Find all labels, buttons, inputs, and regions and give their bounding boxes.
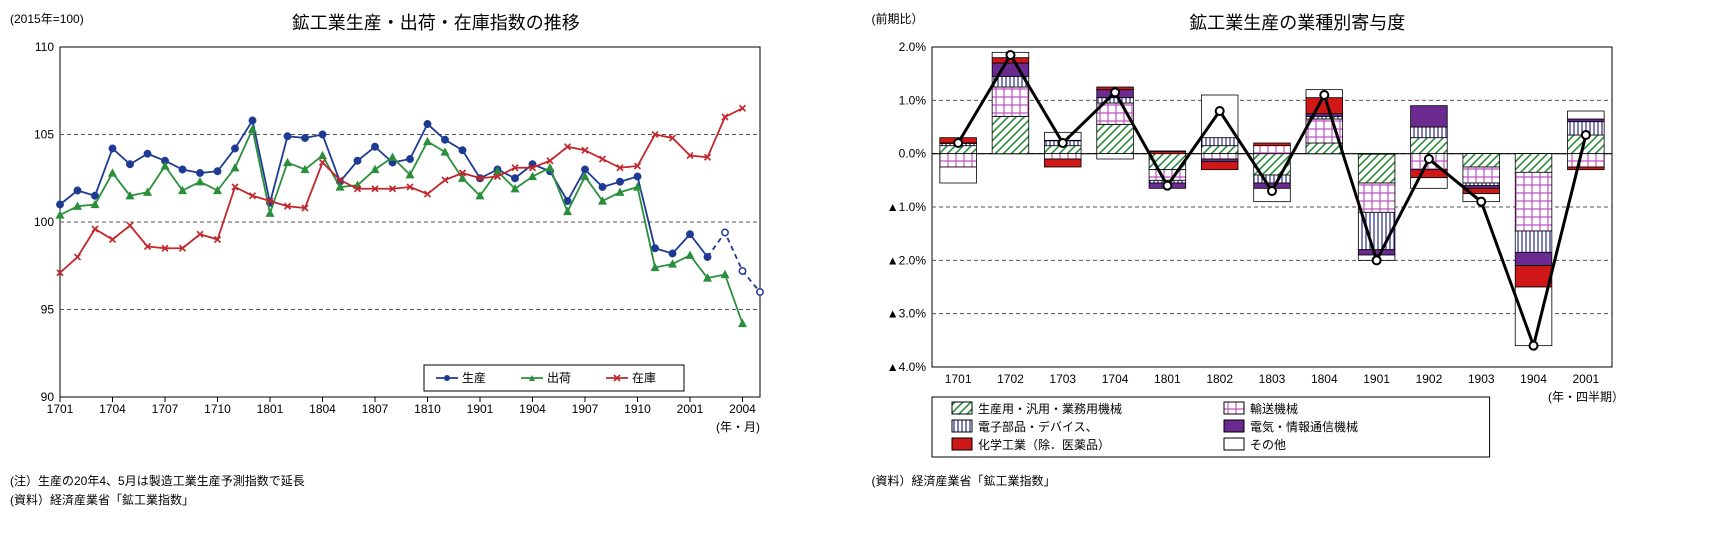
svg-text:2.0%: 2.0% bbox=[898, 40, 926, 54]
left-chart-title: 鉱工業生産・出荷・在庫指数の推移 bbox=[10, 9, 862, 35]
svg-text:化学工業（除．医薬品）: 化学工業（除．医薬品） bbox=[978, 437, 1110, 452]
svg-text:1910: 1910 bbox=[624, 402, 651, 416]
svg-text:1807: 1807 bbox=[362, 402, 389, 416]
svg-text:2001: 2001 bbox=[1572, 372, 1599, 386]
left-note: (注）生産の20年4、5月は製造工業生産予測指数で延長 bbox=[10, 472, 862, 489]
svg-text:110: 110 bbox=[35, 40, 54, 54]
svg-text:1710: 1710 bbox=[204, 402, 231, 416]
svg-text:1701: 1701 bbox=[944, 372, 971, 386]
svg-text:1901: 1901 bbox=[467, 402, 494, 416]
right-source: (資料）経済産業省「鉱工業指数」 bbox=[872, 472, 1724, 489]
svg-text:1907: 1907 bbox=[572, 402, 599, 416]
svg-text:在庫: 在庫 bbox=[632, 371, 656, 385]
svg-text:▲2.0%: ▲2.0% bbox=[886, 253, 926, 267]
svg-text:電気・情報通信機械: 電気・情報通信機械 bbox=[1250, 419, 1358, 434]
svg-text:1704: 1704 bbox=[1101, 372, 1128, 386]
svg-text:100: 100 bbox=[34, 215, 54, 229]
svg-text:出荷: 出荷 bbox=[547, 371, 571, 385]
svg-text:1904: 1904 bbox=[519, 402, 546, 416]
svg-text:生産用・汎用・業務用機械: 生産用・汎用・業務用機械 bbox=[978, 401, 1122, 416]
svg-text:電子部品・デバイス、: 電子部品・デバイス、 bbox=[978, 419, 1098, 434]
svg-text:2001: 2001 bbox=[677, 402, 704, 416]
svg-text:1902: 1902 bbox=[1415, 372, 1442, 386]
svg-text:1801: 1801 bbox=[257, 402, 284, 416]
svg-text:1707: 1707 bbox=[152, 402, 179, 416]
svg-text:105: 105 bbox=[34, 128, 54, 142]
svg-text:(年・四半期）: (年・四半期） bbox=[1548, 390, 1624, 404]
svg-text:1703: 1703 bbox=[1049, 372, 1076, 386]
right-chart-title: 鉱工業生産の業種別寄与度 bbox=[872, 9, 1724, 35]
svg-text:▲1.0%: ▲1.0% bbox=[886, 200, 926, 214]
svg-text:1801: 1801 bbox=[1154, 372, 1181, 386]
svg-text:その他: その他 bbox=[1250, 438, 1286, 452]
left-chart-panel: (2015年=100) 鉱工業生産・出荷・在庫指数の推移 90951001051… bbox=[10, 10, 862, 508]
svg-text:1.0%: 1.0% bbox=[898, 93, 926, 107]
svg-text:1701: 1701 bbox=[47, 402, 74, 416]
svg-text:0.0%: 0.0% bbox=[898, 147, 926, 161]
right-chart-svg: ▲4.0% ▲3.0% ▲2.0% ▲1.0% 0.0% 1.0% 2.0% 1701 1702… bbox=[872, 37, 1632, 467]
svg-text:1901: 1901 bbox=[1363, 372, 1390, 386]
svg-text:1804: 1804 bbox=[309, 402, 336, 416]
svg-text:▲3.0%: ▲3.0% bbox=[886, 307, 926, 321]
svg-text:輸送機械: 輸送機械 bbox=[1250, 401, 1298, 416]
svg-text:1704: 1704 bbox=[99, 402, 126, 416]
svg-text:(年・月): (年・月) bbox=[716, 420, 760, 434]
right-chart-panel: (前期比） 鉱工業生産の業種別寄与度 ▲4.0%▲3.0%▲2.0%▲1.0%0… bbox=[872, 10, 1724, 508]
svg-text:1802: 1802 bbox=[1206, 372, 1233, 386]
svg-text:1803: 1803 bbox=[1258, 372, 1285, 386]
left-source: (資料）経済産業省「鉱工業指数」 bbox=[10, 491, 862, 508]
svg-text:1810: 1810 bbox=[414, 402, 441, 416]
svg-text:1904: 1904 bbox=[1520, 372, 1547, 386]
svg-text:1903: 1903 bbox=[1467, 372, 1494, 386]
svg-text:95: 95 bbox=[41, 303, 55, 317]
svg-text:1804: 1804 bbox=[1310, 372, 1337, 386]
svg-text:2004: 2004 bbox=[729, 402, 756, 416]
left-chart-svg: 9095100105110170117041707171018011804180… bbox=[10, 37, 770, 467]
svg-text:生産: 生産 bbox=[462, 370, 486, 385]
svg-text:▲4.0%: ▲4.0% bbox=[886, 360, 926, 374]
svg-text:1702: 1702 bbox=[997, 372, 1024, 386]
